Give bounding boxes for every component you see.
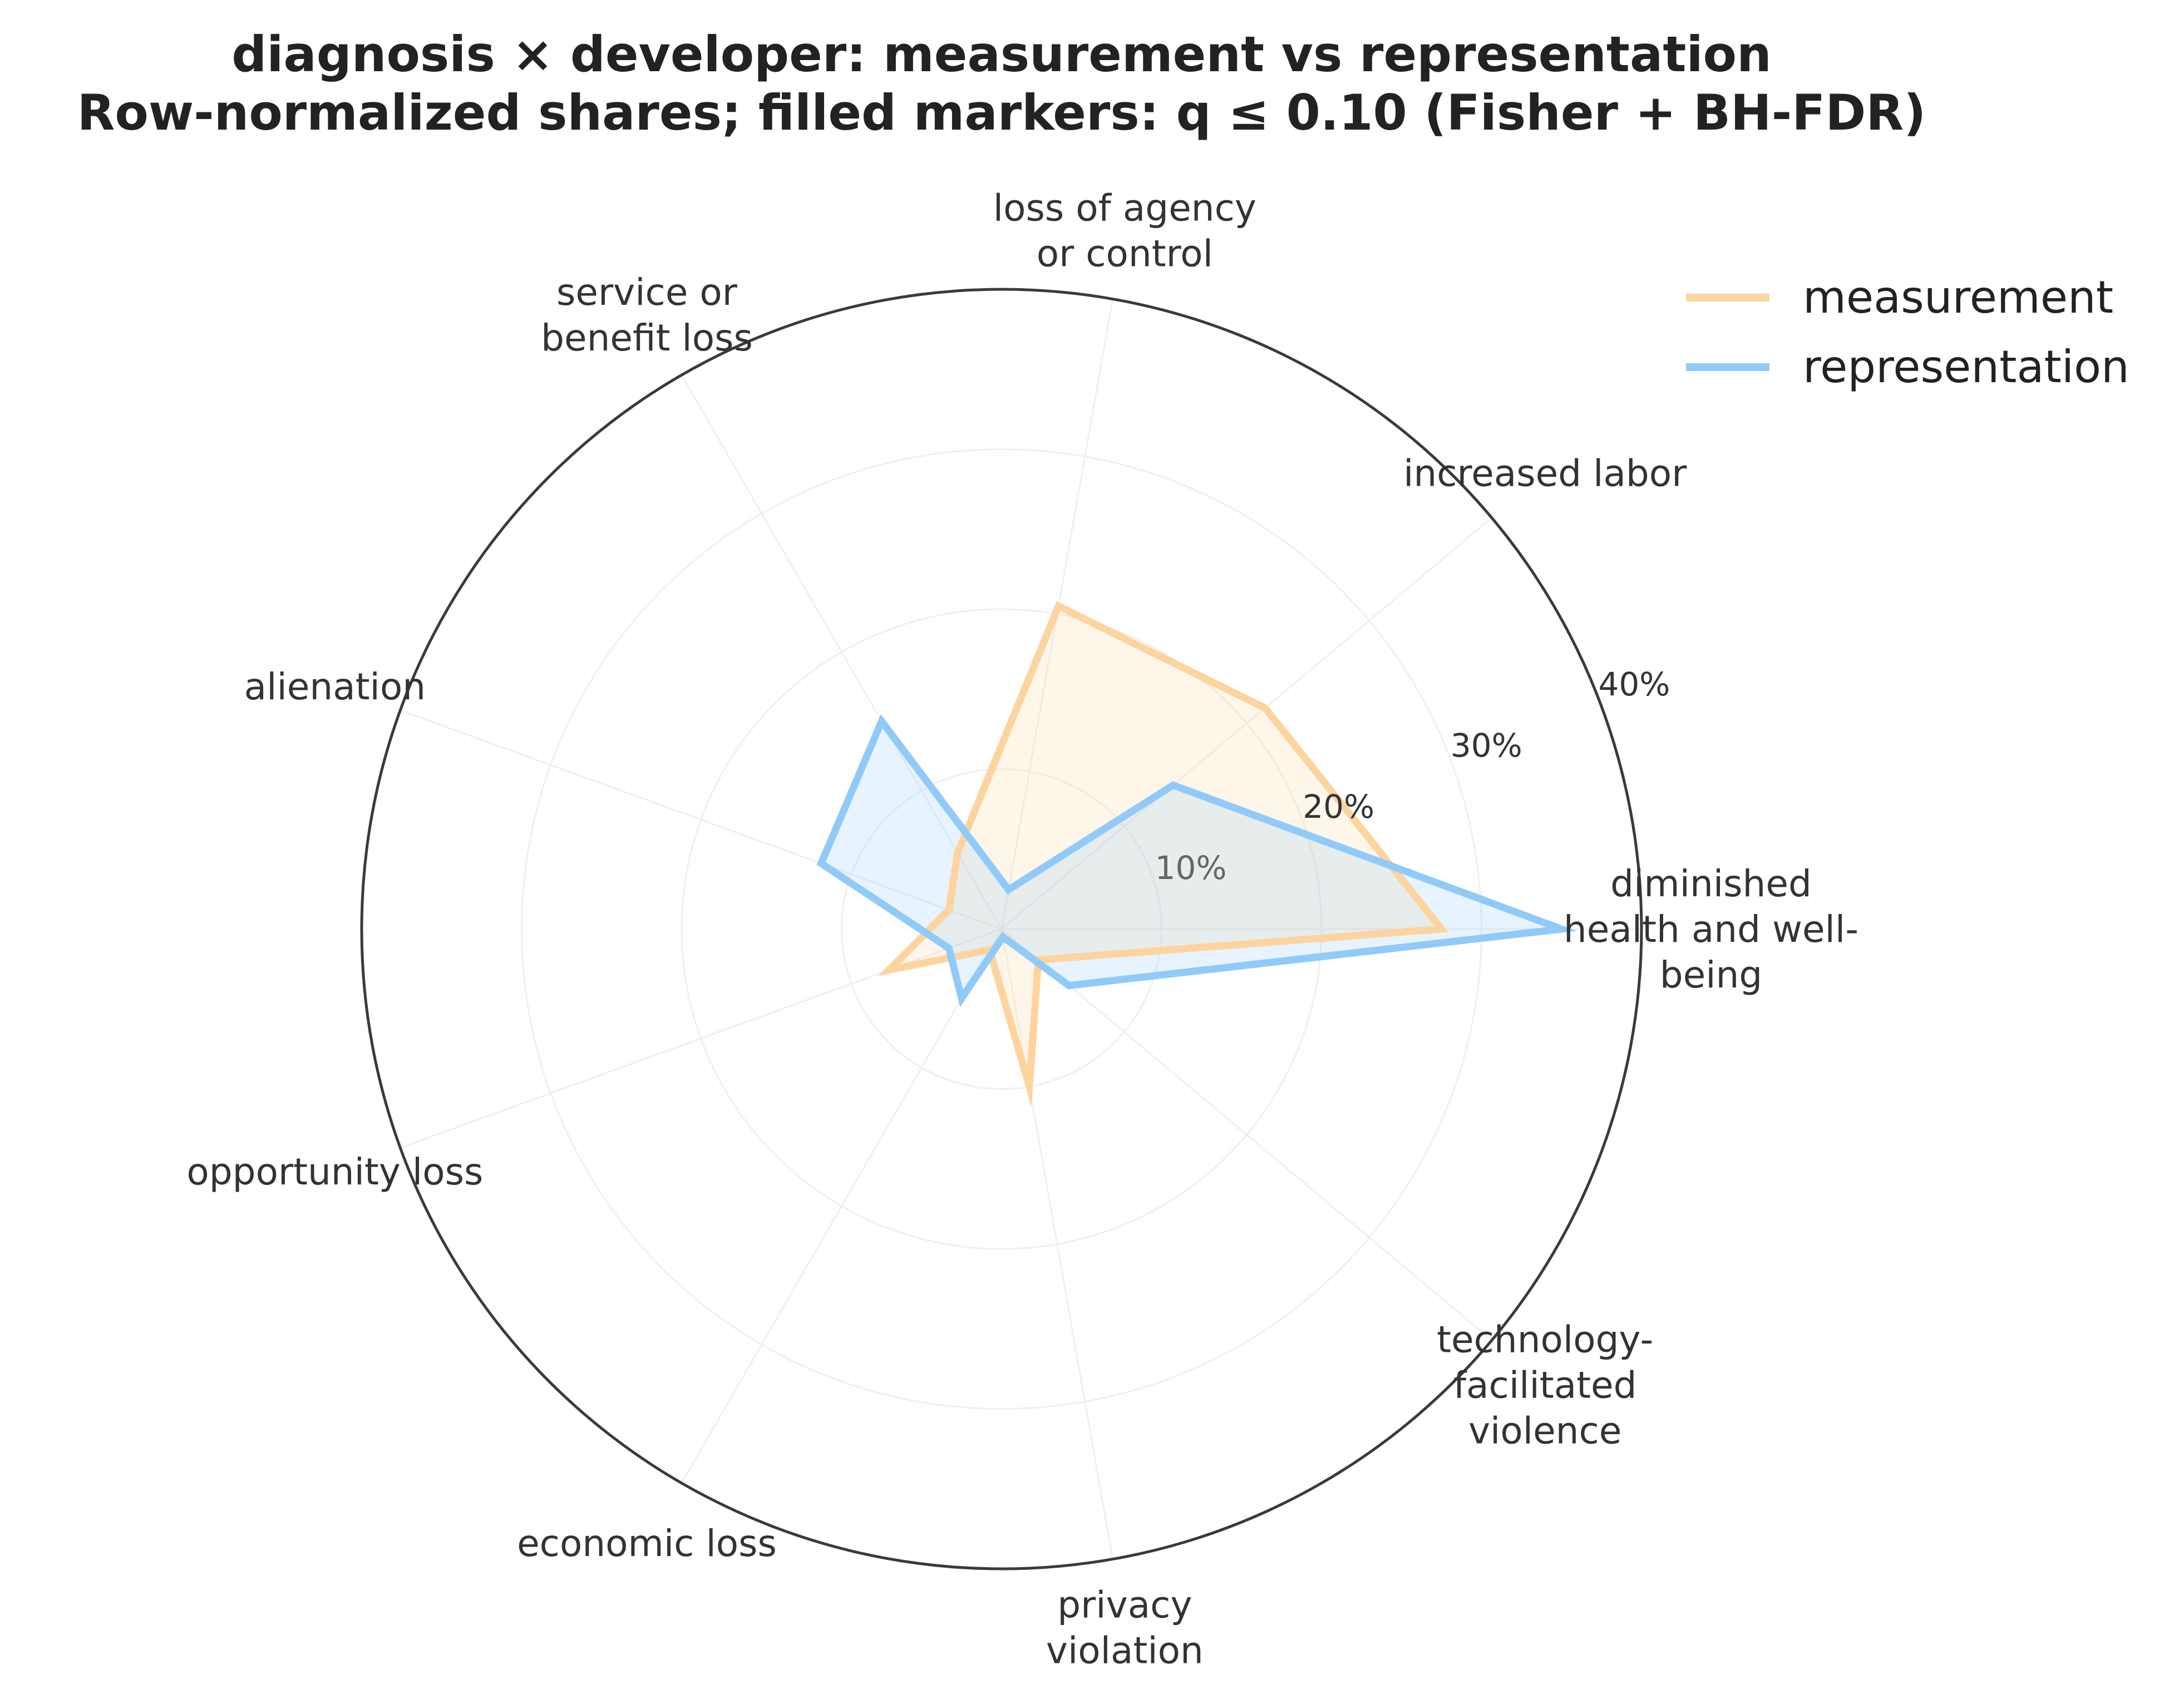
radar-grid [400,299,1641,1559]
category-label-line: benefit loss [541,317,753,359]
category-label: economic loss [517,1522,777,1565]
series-line-measurement [877,601,1449,1107]
chart-title: diagnosis × developer: measurement vs re… [77,26,1926,141]
radial-tick-label: 30% [1451,727,1522,764]
grid-spoke [681,929,1003,1484]
category-label: increased labor [1403,452,1687,495]
category-label-line: service or [556,271,738,314]
outer-circle [360,288,1643,1570]
category-label-line: increased labor [1403,452,1687,495]
category-label-line: being [1660,954,1763,996]
category-label-line: loss of agency [993,186,1256,229]
category-label-line: economic loss [517,1522,777,1565]
category-label-line: technology- [1437,1318,1653,1361]
category-label-line: diminished [1610,862,1812,905]
series-area-representation [821,721,1562,999]
grid-spoke [681,374,1003,930]
series-line-representation [816,714,1577,1007]
grid-spoke [1001,928,1492,1341]
outer-ring [360,288,1643,1570]
category-label-line: facilitated [1453,1364,1637,1407]
grid-spoke [400,709,1002,930]
series-area [816,601,1577,1107]
category-label: alienation [244,665,426,708]
category-label-line: privacy [1057,1584,1192,1627]
chart-title-line-2: Row-normalized shares; filled markers: q… [77,84,1926,141]
category-label: opportunity loss [186,1150,483,1193]
category-label-line: alienation [244,665,426,708]
legend-label-representation: representation [1803,341,2129,393]
legend: measurement representation [1686,271,2129,393]
radial-tick-label: 10% [1155,849,1227,887]
grid-spoke [1000,929,1114,1559]
category-label-line: violence [1468,1410,1621,1453]
category-label-line: opportunity loss [186,1150,483,1193]
radial-tick-label: 40% [1598,665,1670,703]
radial-tick-label: 20% [1303,788,1374,826]
legend-label-measurement: measurement [1803,271,2113,323]
chart-title-line-1: diagnosis × developer: measurement vs re… [231,26,1771,83]
series-area-measurement [889,606,1442,1087]
grid-spoke [1001,517,1492,930]
category-label-line: violation [1046,1629,1204,1672]
radial-tick-labels: 10% 20% 30% 40% [1155,665,1670,887]
category-label-line: health and well- [1564,908,1858,951]
category-label-line: or control [1037,232,1213,275]
